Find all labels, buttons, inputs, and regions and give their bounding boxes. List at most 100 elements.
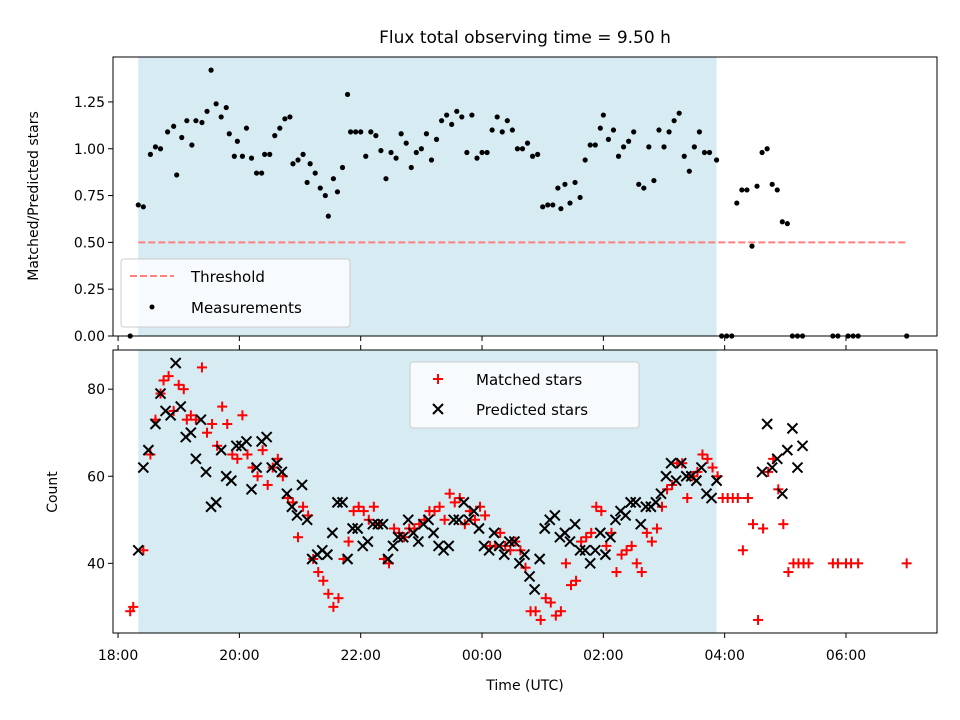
- matched-star-point: [449, 497, 460, 508]
- matched-star-point: [185, 410, 196, 421]
- x-tick-label: 06:00: [826, 648, 866, 664]
- ratio-y-tick-label: 0.75: [74, 189, 105, 205]
- predicted-star-point: [680, 470, 692, 482]
- predicted-star-point: [594, 527, 607, 539]
- measurement-point: [312, 170, 318, 176]
- predicted-star-point: [271, 457, 283, 469]
- threshold-legend-label: Threshold: [190, 268, 265, 286]
- matched-star-point: [596, 506, 607, 517]
- measurement-point: [631, 129, 637, 135]
- measurement-point: [253, 170, 260, 176]
- measurement-point: [597, 125, 603, 131]
- measurement-point: [423, 131, 430, 137]
- measurement-point: [262, 151, 268, 157]
- measurement-point: [610, 127, 617, 133]
- measurement-point: [739, 187, 745, 193]
- matched-star-point: [207, 419, 218, 430]
- measurement-point: [368, 129, 374, 135]
- matched-star-point: [586, 527, 597, 538]
- measurement-point: [259, 170, 265, 176]
- measurement-point: [307, 161, 313, 167]
- measurement-point: [691, 144, 697, 150]
- matched-star-point: [803, 558, 814, 569]
- ratio-y-tick-label: 0.25: [74, 282, 105, 298]
- measurement-point: [433, 136, 440, 142]
- predicted-star-point: [427, 527, 440, 539]
- predicted-star-point: [175, 400, 187, 413]
- matched-star-point: [581, 532, 592, 543]
- matched-star-point: [747, 519, 758, 530]
- measurement-point: [592, 142, 598, 148]
- x-tick-label: 20:00: [219, 648, 259, 664]
- measurement-point: [418, 146, 424, 152]
- predicted-star-point: [215, 444, 227, 456]
- matched-star-point: [555, 606, 566, 617]
- predicted-legend-swatch: [432, 403, 444, 415]
- predicted-star-point: [630, 496, 642, 509]
- matched-star-point: [343, 536, 354, 547]
- measurement-point: [671, 118, 677, 124]
- predicted-star-point: [766, 461, 778, 474]
- predicted-star-point: [210, 496, 222, 509]
- predicted-star-point: [448, 514, 460, 526]
- measurement-point: [398, 131, 404, 137]
- predicted-star-point: [195, 413, 207, 426]
- measurement-point: [620, 144, 627, 150]
- matched-star-point: [158, 375, 169, 386]
- predicted-star-point: [422, 514, 435, 526]
- predicted-star-point: [164, 409, 177, 422]
- matched-star-point: [323, 588, 334, 599]
- matched-star-point: [222, 419, 233, 430]
- predicted-star-point: [609, 514, 622, 526]
- matched-star-point: [651, 523, 662, 534]
- measurement-point: [135, 202, 141, 208]
- predicted-star-point: [771, 453, 783, 465]
- ratio-legend: Threshold Measurements: [120, 258, 351, 328]
- measurement-point: [600, 112, 606, 118]
- measurement-point: [615, 153, 622, 159]
- measurement-point: [479, 149, 485, 156]
- measurement-point: [218, 114, 224, 120]
- matched-star-point: [901, 558, 912, 569]
- matched-star-point: [530, 606, 541, 617]
- measurement-point: [204, 108, 210, 114]
- predicted-star-point: [533, 553, 546, 565]
- matched-star-point: [697, 449, 708, 460]
- predicted-star-point: [640, 501, 652, 513]
- measurement-point: [231, 153, 237, 159]
- predicted-star-point: [463, 514, 475, 526]
- matched-star-point: [232, 453, 243, 464]
- measurement-point: [277, 125, 283, 131]
- predicted-star-point: [518, 548, 531, 561]
- matched-star-point: [591, 501, 602, 512]
- measurement-point: [189, 142, 195, 148]
- measurement-point: [519, 146, 526, 152]
- measurement-point: [686, 168, 692, 174]
- predicted-star-point: [346, 522, 359, 535]
- predicted-star-point: [458, 496, 470, 509]
- matched-star-point: [313, 567, 324, 578]
- measurement-point: [363, 153, 369, 159]
- predicted-star-point: [498, 548, 510, 561]
- predicted-star-point: [291, 509, 303, 522]
- predicted-star-point: [149, 418, 162, 430]
- measurement-point: [403, 140, 409, 146]
- matched-star-point: [732, 493, 743, 504]
- matched-star-point: [434, 501, 445, 512]
- predicted-star-point: [549, 509, 561, 522]
- predicted-star-point: [382, 553, 394, 565]
- measurement-point: [499, 129, 505, 135]
- measurement-point: [300, 151, 306, 157]
- predicted-star-point: [483, 544, 495, 556]
- matched-star-point: [737, 545, 748, 556]
- measurement-point: [325, 213, 331, 219]
- matched-star-point: [560, 558, 571, 569]
- measurement-point: [540, 204, 546, 210]
- measurement-point: [555, 185, 561, 191]
- measurement-point: [388, 149, 394, 156]
- matched-star-point: [707, 462, 718, 473]
- matched-star-point: [535, 614, 546, 625]
- predicted-star-point: [281, 487, 293, 500]
- x-tick-label: 02:00: [583, 648, 623, 664]
- predicted-star-point: [387, 540, 399, 552]
